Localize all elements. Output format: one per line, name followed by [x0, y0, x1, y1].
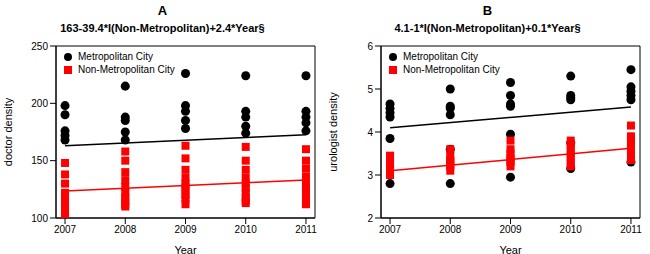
html-text:Metropolitan City: Metropolitan City [78, 51, 153, 62]
svg-text:urologist density: urologist density [327, 92, 339, 172]
svg-text:100: 100 [31, 213, 48, 224]
svg-text:2008: 2008 [439, 224, 462, 235]
svg-text:2010: 2010 [560, 224, 583, 235]
svg-text:2009: 2009 [174, 224, 197, 235]
html-text:163-39.4*I(Non-Metropolitan)+2: 163-39.4*I(Non-Metropolitan)+2.4*Year§ [60, 22, 265, 34]
html-text:B: B [482, 3, 493, 18]
html-text:A: A [157, 3, 168, 18]
svg-text:6: 6 [367, 41, 373, 52]
html-text:Metropolitan City: Metropolitan City [403, 51, 478, 62]
svg-text:doctor density: doctor density [8, 97, 14, 166]
svg-text:2011: 2011 [295, 224, 317, 235]
svg-text:150: 150 [31, 155, 48, 166]
svg-text:2010: 2010 [235, 224, 258, 235]
svg-text:4: 4 [367, 127, 373, 138]
svg-text:Year: Year [174, 244, 197, 254]
svg-text:250: 250 [31, 41, 48, 52]
svg-text:5: 5 [367, 84, 373, 95]
svg-text:2008: 2008 [114, 224, 137, 235]
svg-text:3: 3 [367, 170, 373, 181]
svg-text:2009: 2009 [499, 224, 522, 235]
html-text:Non-Metropolitan City: Non-Metropolitan City [403, 64, 500, 75]
html-text:Non-Metropolitan City: Non-Metropolitan City [78, 64, 175, 75]
svg-text:2: 2 [367, 213, 373, 224]
html-text:4.1-1*I(Non-Metropolitan)+0.1*: 4.1-1*I(Non-Metropolitan)+0.1*Year§ [394, 22, 581, 34]
svg-text:2011: 2011 [620, 224, 642, 235]
svg-text:2007: 2007 [54, 224, 77, 235]
svg-text:200: 200 [31, 98, 48, 109]
svg-text:Year: Year [499, 244, 522, 254]
svg-text:2007: 2007 [379, 224, 402, 235]
